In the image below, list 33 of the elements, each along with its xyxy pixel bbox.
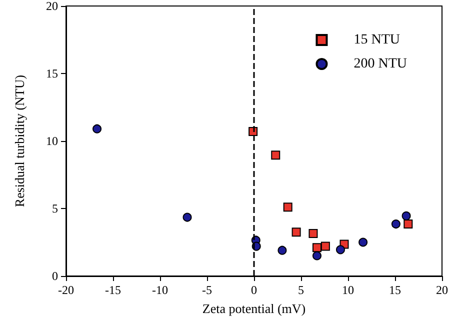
x-tick-label: 5 bbox=[298, 283, 304, 297]
point bbox=[404, 220, 413, 229]
y-tick-label: 20 bbox=[46, 0, 58, 13]
point bbox=[278, 246, 287, 255]
point bbox=[283, 202, 292, 212]
y-tick-label: 10 bbox=[46, 134, 58, 148]
x-tick-label: -10 bbox=[152, 283, 168, 297]
point bbox=[292, 228, 301, 237]
legend-label: 15 NTU bbox=[354, 32, 400, 48]
point bbox=[308, 228, 318, 238]
point bbox=[320, 242, 330, 251]
point bbox=[336, 245, 345, 254]
legend-label: 200 NTU bbox=[354, 56, 408, 72]
x-tick-label: -5 bbox=[202, 283, 212, 297]
x-axis-title: Zeta potential (mV) bbox=[202, 301, 306, 316]
x-tick-label: 15 bbox=[389, 283, 401, 297]
y-tick-label: 15 bbox=[46, 66, 58, 80]
x-tick-label: 10 bbox=[342, 283, 354, 297]
x-tick-label: -15 bbox=[105, 283, 121, 297]
point bbox=[312, 251, 322, 260]
y-axis-title: Residual turbidity (NTU) bbox=[12, 74, 27, 208]
x-tick-label: 20 bbox=[436, 283, 448, 297]
y-tick-label: 5 bbox=[52, 202, 58, 216]
point bbox=[312, 243, 322, 252]
point bbox=[182, 212, 192, 222]
point bbox=[358, 238, 368, 247]
x-tick-label: 0 bbox=[251, 283, 257, 297]
point bbox=[92, 124, 102, 134]
point bbox=[271, 150, 280, 160]
y-tick-label: 0 bbox=[52, 269, 58, 283]
x-tick-label: -20 bbox=[58, 283, 74, 297]
point bbox=[391, 220, 400, 229]
point bbox=[402, 211, 411, 220]
